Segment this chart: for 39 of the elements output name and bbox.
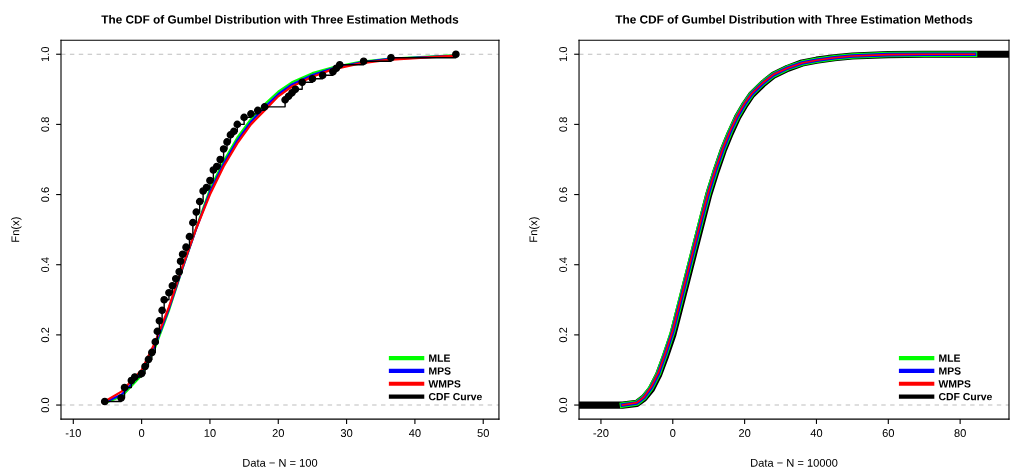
legend-label: MPS xyxy=(939,367,961,375)
x-tick-label: 40 xyxy=(810,429,823,437)
y-tick-label: 0.2 xyxy=(559,327,568,343)
x-tick-label: 10 xyxy=(204,429,216,437)
x-tick-label: 40 xyxy=(408,429,421,437)
y-tick-label: 0.8 xyxy=(41,117,50,132)
legend-label: CDF Curve xyxy=(428,392,482,401)
legend-label: MPS xyxy=(429,367,451,375)
x-tick-label: 80 xyxy=(954,429,966,437)
y-tick-label: 0.8 xyxy=(559,117,568,132)
chart-title: The CDF of Gumbel Distribution with Three Estimation Methods xyxy=(101,14,459,24)
x-tick-label: 0 xyxy=(138,429,145,437)
y-tick-label: 0.0 xyxy=(41,397,50,413)
x-axis-title: Data − N = 100 xyxy=(243,458,318,467)
chart-title: The CDF of Gumbel Distribution with Three Estimation Methods xyxy=(615,14,973,24)
y-axis-title: Fn(x) xyxy=(529,217,540,242)
legend-label: WMPS xyxy=(428,380,461,388)
y-tick-label: 1.0 xyxy=(559,46,568,62)
y-axis-title: Fn(x) xyxy=(11,217,22,242)
x-tick-label: 30 xyxy=(340,429,353,437)
x-tick-label: -10 xyxy=(65,429,81,437)
x-tick-label: -20 xyxy=(593,429,609,437)
x-tick-label: 50 xyxy=(477,429,489,437)
y-tick-label: 0.4 xyxy=(41,257,50,273)
legend-label: MLE xyxy=(429,354,451,362)
y-tick-label: 0.2 xyxy=(41,327,50,343)
legend-label: CDF Curve xyxy=(938,392,992,401)
x-tick-label: 60 xyxy=(882,429,895,437)
legend-label: MLE xyxy=(939,354,961,362)
x-axis-title: Data − N = 10000 xyxy=(751,458,838,467)
y-tick-label: 0.6 xyxy=(559,187,568,202)
legend-label: WMPS xyxy=(938,380,971,388)
x-tick-label: 20 xyxy=(272,429,285,437)
x-tick-label: 0 xyxy=(670,429,676,437)
y-tick-label: 0.4 xyxy=(559,257,568,273)
y-tick-label: 1.0 xyxy=(41,46,50,62)
y-tick-label: 0.0 xyxy=(559,397,568,413)
y-tick-label: 0.6 xyxy=(41,187,50,202)
x-tick-label: 20 xyxy=(739,429,751,437)
